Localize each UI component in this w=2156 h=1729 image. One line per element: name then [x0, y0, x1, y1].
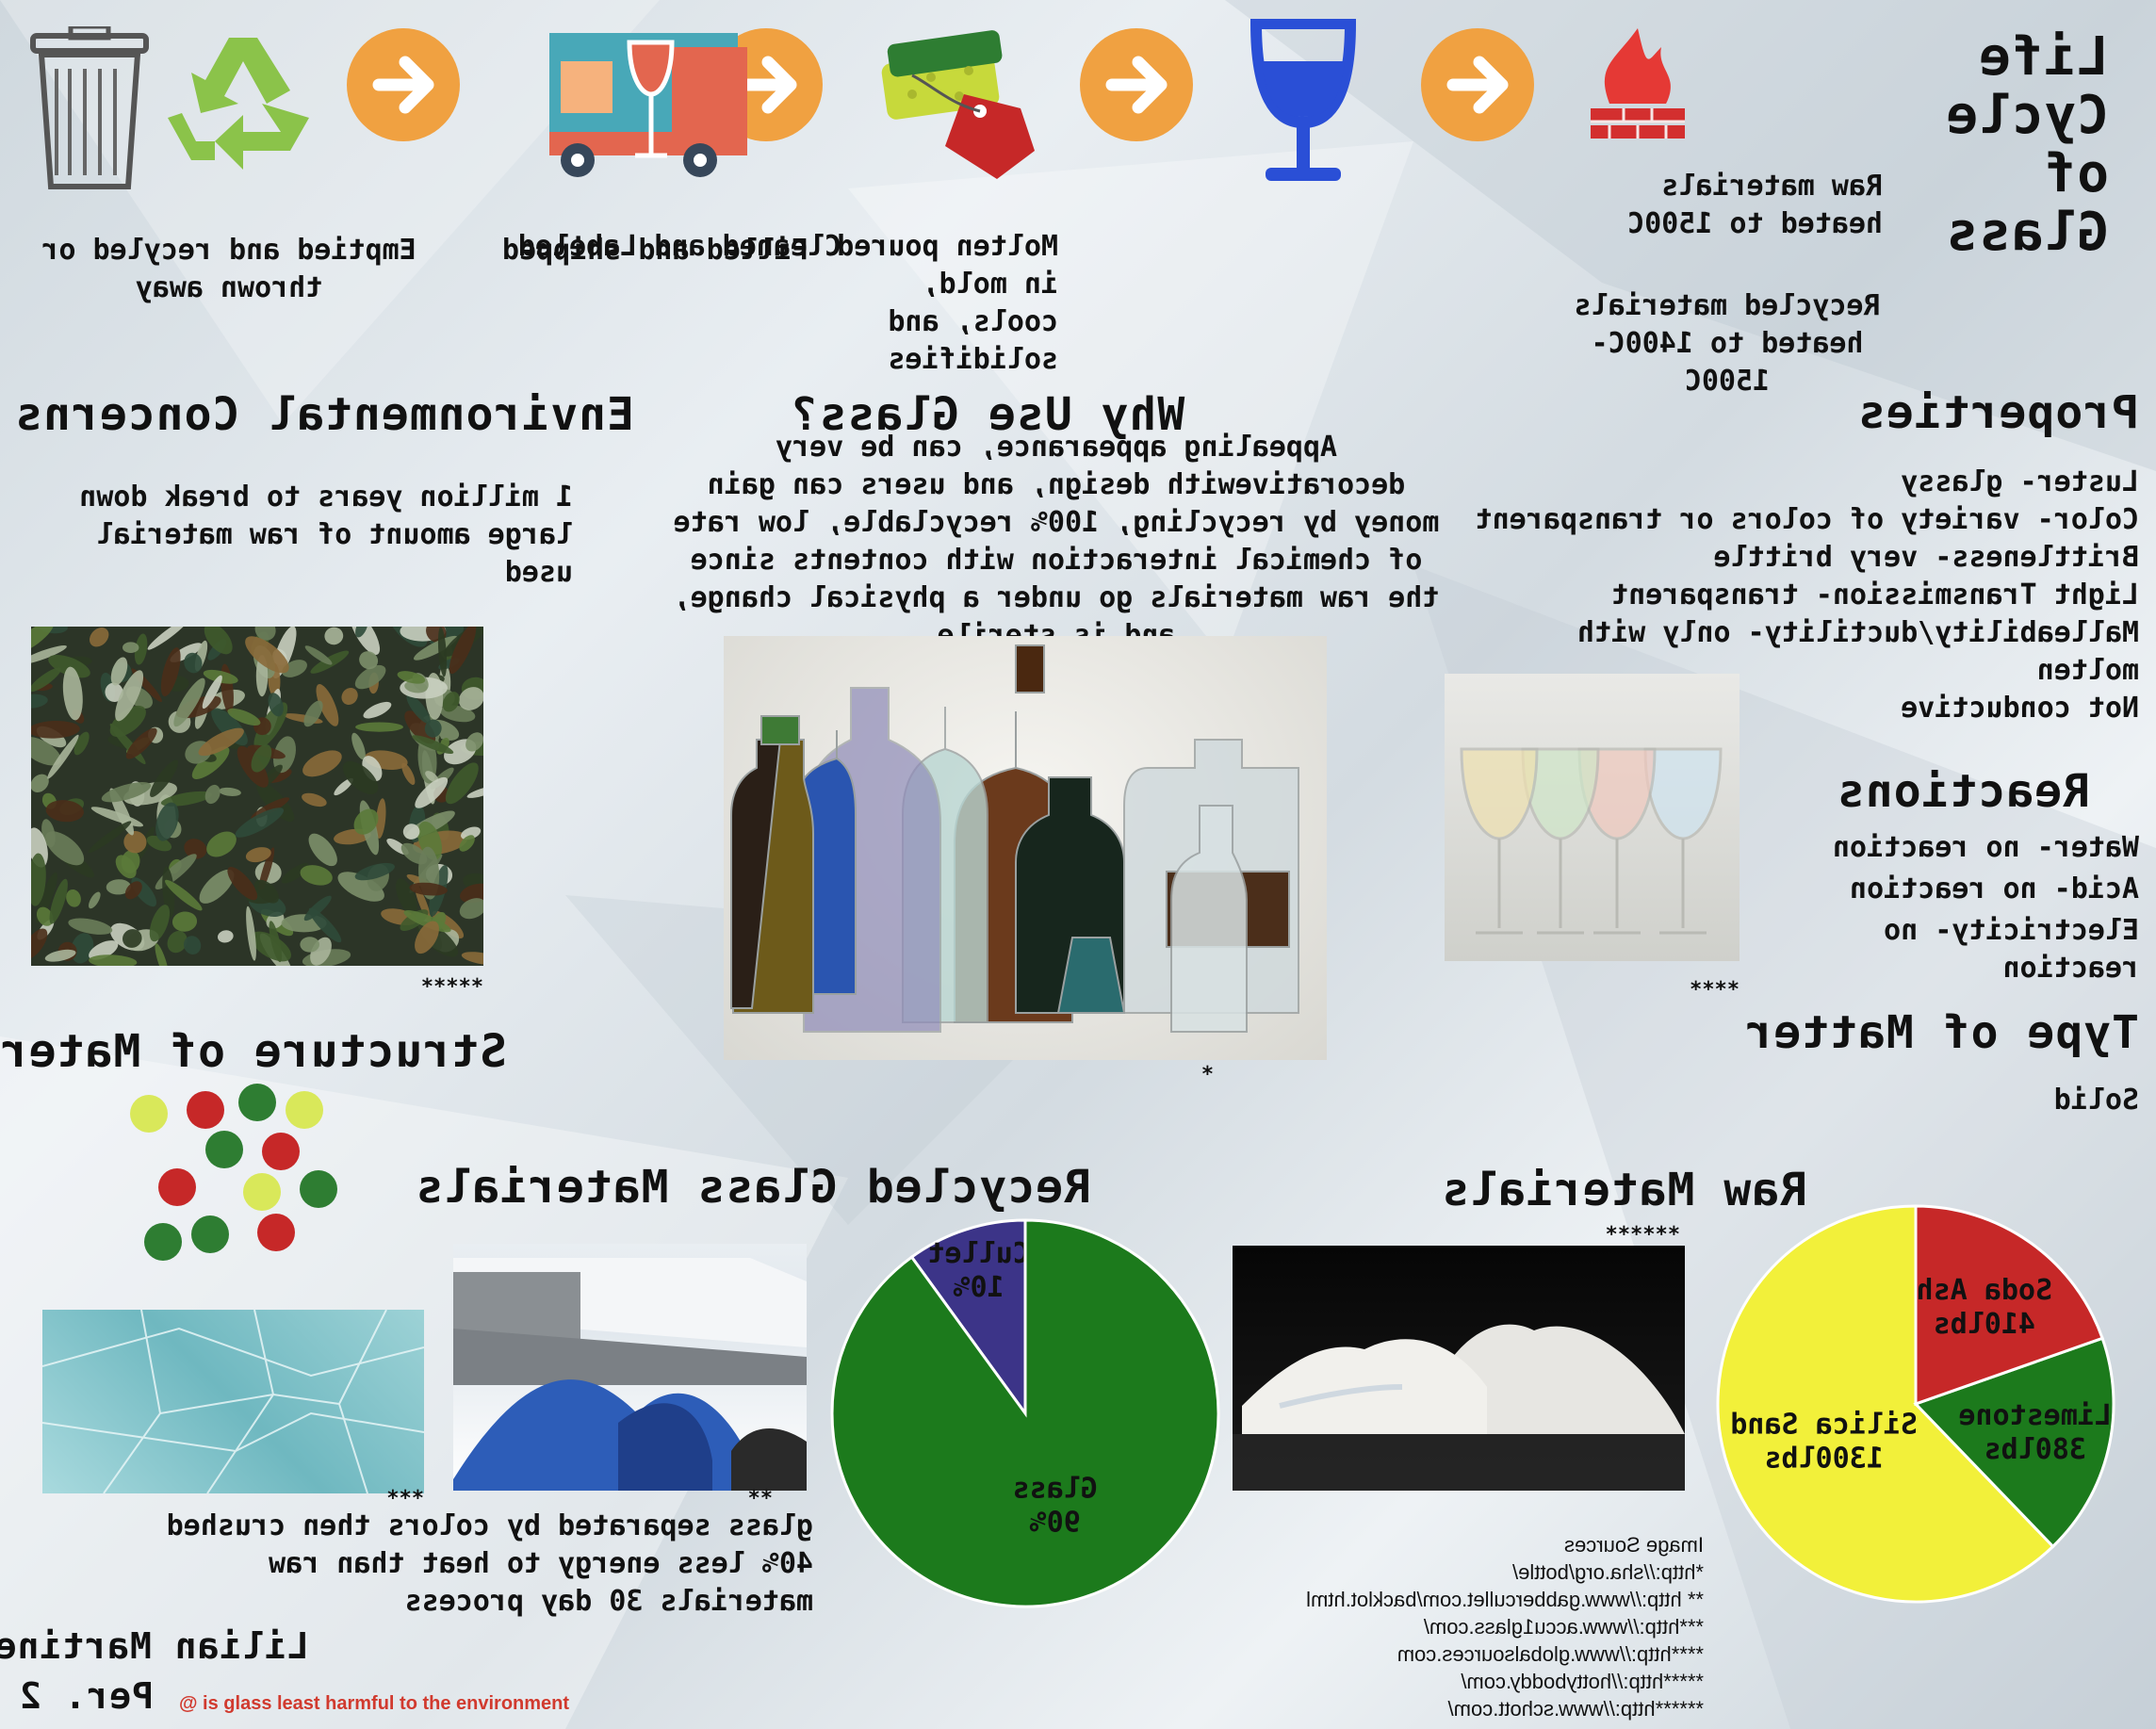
- wine-glass-icon: [1250, 19, 1357, 181]
- photo-note: ****: [1690, 978, 1740, 1002]
- particle: [286, 1091, 323, 1129]
- property-brittleness: Brittleness- very brittle: [1713, 541, 2139, 574]
- sponge-tag-icon: [881, 30, 1035, 179]
- particle: [205, 1131, 243, 1168]
- pie-label: Silica Sand 1300lbs: [1730, 1408, 1918, 1475]
- photo-note: ******: [1605, 1223, 1680, 1247]
- source-line: ** http://www.gabbercullet.com/backlot.h…: [1306, 1588, 1704, 1611]
- environment-heading: Environmental Concerns: [14, 388, 634, 441]
- image-sources: Image Sources *http://sha.org/bottle/ **…: [1176, 1531, 1704, 1722]
- particle: [262, 1133, 300, 1170]
- arrow-left-icon: [1421, 28, 1534, 141]
- pie-slice-silica-sand: [1716, 1204, 2055, 1604]
- shattered-glass-photo: [42, 1310, 424, 1493]
- property-color: Color- variety of colors or transparent: [1475, 503, 2139, 536]
- source-line: ******http://www.schott.com/: [1447, 1697, 1704, 1721]
- author-name: Lilian Martinez: [0, 1625, 309, 1667]
- reactions-list: Water- no reaction Acid- no reaction Ele…: [1743, 829, 2139, 987]
- particle: [191, 1215, 229, 1253]
- cullet-piles-photo: [453, 1244, 807, 1491]
- pie-label: Soda Ash 410lbs: [1917, 1274, 2053, 1341]
- particle: [300, 1170, 337, 1208]
- particle: [144, 1223, 182, 1261]
- sources-heading: Image Sources: [1564, 1533, 1704, 1557]
- structure-heading: Structure of Material: [0, 1025, 507, 1078]
- arrow-left-icon: [347, 28, 460, 141]
- property-light-transmission: Light Transmission- transparent: [1611, 579, 2139, 612]
- source-line: *http://sha.org/bottle/: [1511, 1560, 1704, 1584]
- property-luster: Luster- glassy: [1901, 465, 2139, 498]
- raw-materials-photo: [1233, 1246, 1685, 1491]
- particle: [130, 1095, 168, 1133]
- step-filled-shipped: Filled and shipped: [501, 234, 808, 267]
- step-molten-poured: Molten poured in mold, cools, and solidi…: [837, 230, 1058, 376]
- fire-icon: [1591, 28, 1685, 139]
- pie-slice-glass: [830, 1218, 1220, 1608]
- matter-heading: Type of Matter: [1744, 1006, 2139, 1059]
- pie-slice-cullet: [909, 1218, 1027, 1418]
- environment-text: 1 million years to break down large amou…: [79, 481, 573, 589]
- reaction-water: Water- no reaction: [1832, 831, 2139, 864]
- particle: [187, 1091, 224, 1129]
- raw-materials-pie: Silica Sand 1300lbs Limestone 380lbs Soda As…: [1716, 1204, 2115, 1604]
- pie-label: Glass 90%: [1013, 1472, 1098, 1539]
- poster-title: Life Cycle of Glass: [1945, 26, 2109, 263]
- class-period: Per. 2: [18, 1675, 154, 1717]
- step-raw-materials: Raw materials heated to 1500C: [1627, 170, 1883, 240]
- photo-note: *****: [420, 975, 483, 999]
- bottles-photo: [724, 636, 1327, 1060]
- source-line: ***http://www.accu1glass.com/: [1423, 1615, 1704, 1639]
- recycled-glass-pie: Cullet 10% Glass 90%: [830, 1218, 1220, 1608]
- step-recycled-materials: Recycled materials heated to 1400C-1500C: [1574, 289, 1881, 398]
- reactions-heading: Reactions: [1836, 765, 2090, 818]
- pie-slice-soda-ash: [1914, 1204, 2105, 1407]
- particle: [158, 1168, 196, 1206]
- arrow-left-icon: [710, 28, 823, 141]
- why-text: Appealing appearance, can be very decora…: [673, 431, 1440, 652]
- truck-icon: [549, 33, 747, 177]
- watermark: @ is glass least harmful to the environm…: [179, 1693, 570, 1714]
- arrow-left-icon: [1080, 28, 1193, 141]
- bottle-pile-photo: [31, 627, 483, 966]
- molecule-structure-diagram: [130, 1084, 337, 1261]
- recycled-heading: Recycled Glass Materials: [415, 1161, 1091, 1214]
- photo-note: *: [1200, 1063, 1214, 1086]
- source-line: ****http://www.globalsources.com: [1396, 1642, 1704, 1666]
- pie-label: Cullet 10%: [927, 1237, 1029, 1304]
- particle: [238, 1084, 276, 1121]
- step-emptied-recycled: Emptied and recyled or thrown away: [41, 234, 416, 304]
- reaction-electricity: Electricity- no reaction: [1884, 914, 2139, 985]
- properties-heading: Properties: [1857, 386, 2139, 439]
- reaction-acid: Acid- no reaction: [1849, 873, 2139, 905]
- matter-value: Solid: [2053, 1084, 2139, 1117]
- wine-glasses-photo: [1445, 674, 1740, 961]
- pie-slice-limestone: [1913, 1336, 2115, 1549]
- particle: [257, 1214, 295, 1251]
- recycle-icon: [168, 38, 309, 170]
- trash-can-icon: [30, 26, 149, 189]
- particle: [243, 1173, 281, 1211]
- source-line: *****http://hottyboddy.com/: [1461, 1670, 1704, 1693]
- recycled-text: glass separated by colors then crushed 4…: [166, 1509, 813, 1618]
- pie-label: Limestone 380lbs: [1958, 1399, 2112, 1466]
